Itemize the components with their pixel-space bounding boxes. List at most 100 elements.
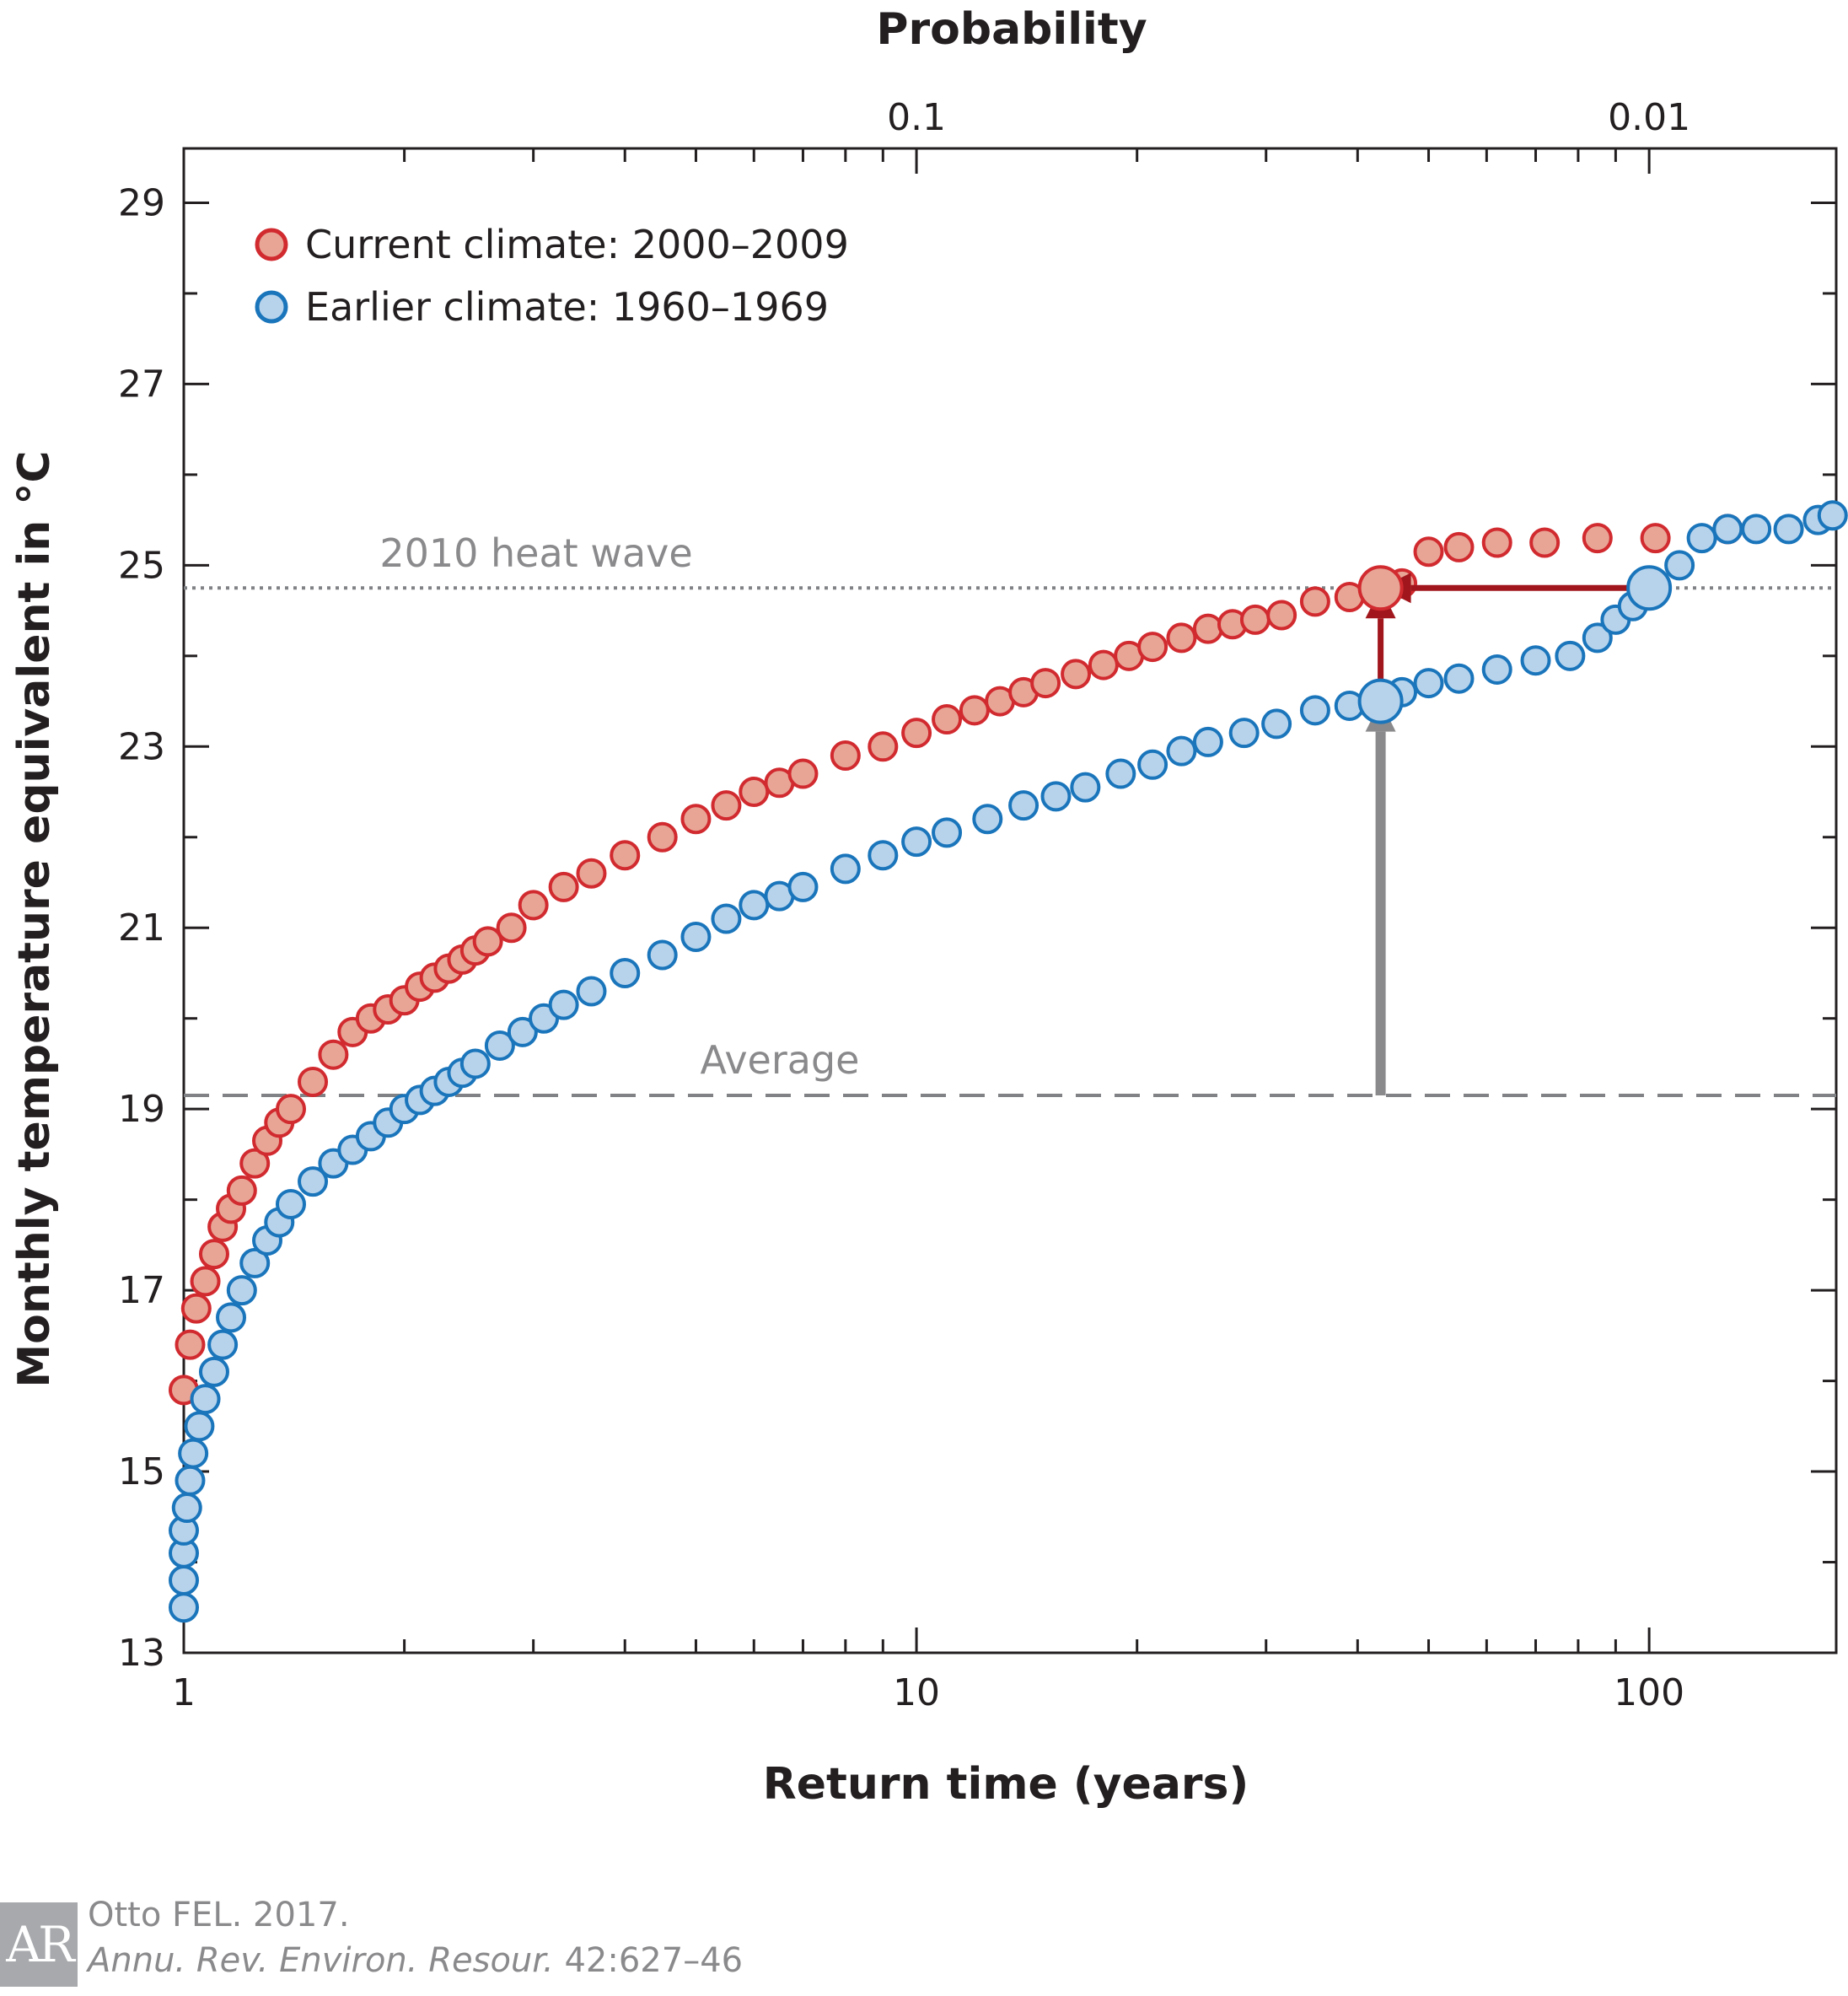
highlight-point: [1357, 565, 1404, 611]
data-point: [207, 1329, 239, 1360]
data-point: [959, 695, 990, 726]
data-point: [1166, 735, 1197, 767]
data-point: [169, 1565, 199, 1596]
data-point: [198, 1239, 229, 1270]
credit-author: Otto FEL. 2017.: [88, 1896, 350, 1934]
data-point: [1192, 726, 1223, 757]
y-tick-label: 15: [118, 1450, 165, 1493]
data-point: [830, 853, 861, 885]
data-point: [1061, 659, 1092, 690]
data-point: [169, 1592, 199, 1623]
data-point: [868, 840, 899, 871]
data-point: [1266, 600, 1297, 631]
data-point: [1582, 622, 1613, 654]
data-point: [548, 989, 579, 1020]
data-point: [318, 1039, 349, 1070]
y-axis-title: Monthly temperature equivalent in °C: [9, 450, 60, 1387]
data-point: [459, 1048, 491, 1079]
data-point: [1137, 749, 1168, 780]
data-point: [1040, 781, 1072, 812]
data-point: [972, 804, 1003, 835]
data-point: [1555, 640, 1586, 671]
reference-lines: [184, 586, 1836, 1098]
data-point: [711, 790, 742, 821]
data-point: [787, 871, 819, 902]
x-tick-label: 100: [1614, 1671, 1684, 1714]
probability-tick-label: 0.01: [1608, 96, 1690, 139]
data-point: [1443, 531, 1475, 562]
data-point: [1529, 527, 1561, 558]
data-point: [496, 912, 527, 944]
y-tick-label: 25: [118, 544, 165, 587]
heatwave-label: 2010 heat wave: [379, 530, 692, 576]
data-point: [901, 718, 932, 749]
data-point: [275, 1189, 306, 1220]
data-point: [226, 1275, 257, 1306]
data-point: [1481, 654, 1512, 685]
data-point: [739, 890, 770, 921]
x-tick-label: 1: [172, 1671, 196, 1714]
data-point: [178, 1438, 209, 1469]
data-point: [1741, 514, 1772, 545]
data-point: [1664, 550, 1695, 581]
data-point: [275, 1094, 306, 1125]
probability-tick-label: 0.1: [887, 96, 946, 139]
data-point: [298, 1066, 329, 1097]
data-point: [610, 957, 641, 988]
data-point: [1088, 649, 1119, 681]
data-point: [1520, 645, 1551, 676]
data-point: [932, 704, 963, 735]
data-point: [1239, 604, 1270, 635]
data-point: [1481, 527, 1512, 558]
y-tick-label: 13: [118, 1632, 165, 1675]
data-point: [216, 1302, 247, 1333]
data-point: [901, 826, 932, 858]
x-axis-title: Return time (years): [763, 1759, 1249, 1810]
data-point: [190, 1384, 221, 1415]
data-point: [198, 1356, 229, 1387]
highlight-point: [1626, 565, 1673, 611]
credit-journal: Annu. Rev. Environ. Resour.: [88, 1941, 554, 1980]
legend-marker-current: [255, 228, 288, 261]
y-tick-label: 23: [118, 725, 165, 768]
data-point: [190, 1266, 221, 1297]
legend-marker-earlier: [255, 290, 288, 324]
arrows: [1365, 573, 1650, 1096]
y-tick-label: 29: [118, 181, 165, 224]
data-point: [1228, 718, 1260, 749]
data-point: [647, 821, 678, 853]
data-point: [298, 1166, 329, 1197]
highlight-points: [1357, 565, 1673, 724]
data-point: [1030, 668, 1061, 699]
data-point: [1582, 523, 1613, 554]
data-point: [680, 921, 712, 952]
data-point: [1686, 523, 1717, 554]
data-point: [548, 871, 579, 902]
legend: Current climate: 2000–2009 Earlier clima…: [255, 222, 849, 330]
data-point: [1137, 632, 1168, 663]
data-point: [647, 939, 678, 971]
data-point: [1299, 586, 1330, 617]
data-point: [610, 840, 641, 871]
data-point: [680, 804, 712, 835]
data-point: [184, 1411, 215, 1442]
x-tick-label: 10: [893, 1671, 940, 1714]
data-point: [1413, 536, 1444, 568]
data-point: [1817, 500, 1848, 531]
y-tick-label: 21: [118, 907, 165, 950]
data-point: [180, 1293, 212, 1324]
data-point: [1166, 622, 1197, 654]
data-point: [1443, 663, 1475, 694]
y-tick-label: 17: [118, 1269, 165, 1312]
plot-border: [182, 147, 1838, 1654]
data-point: [830, 740, 861, 772]
series-earlier-climate: [169, 500, 1848, 1623]
data-point: [226, 1175, 257, 1206]
data-point: [518, 890, 549, 921]
data-point: [1640, 523, 1671, 554]
legend-label-earlier: Earlier climate: 1960–1969: [305, 284, 829, 330]
data-point: [868, 731, 899, 762]
data-point: [1192, 613, 1223, 644]
data-point: [1413, 668, 1444, 699]
